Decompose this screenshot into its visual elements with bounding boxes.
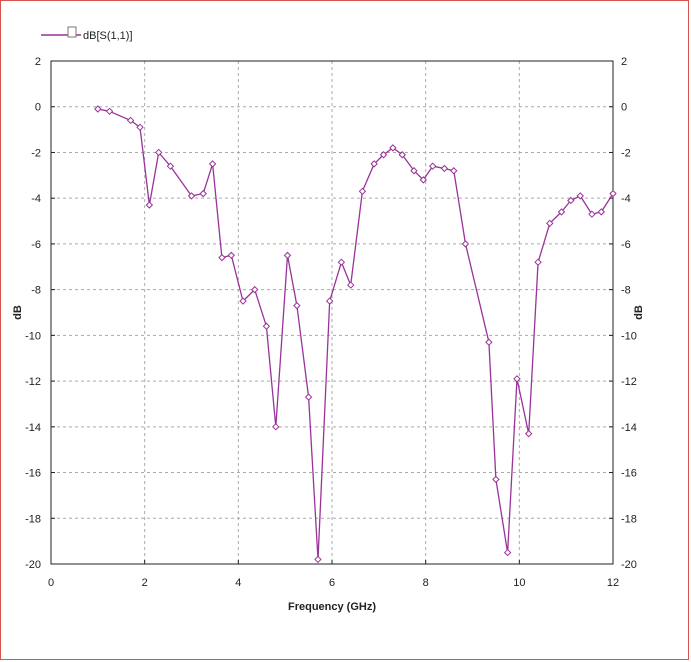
y-tick-label-left: 2 [35, 56, 41, 68]
data-point-marker [155, 148, 163, 157]
data-point-marker [485, 338, 493, 346]
data-point-marker [546, 219, 554, 228]
x-tick-label: 0 [48, 577, 54, 589]
data-point-marker [293, 301, 301, 310]
y-axis-label-left: dB [12, 305, 24, 320]
data-point-marker [262, 322, 271, 330]
y-tick-label-right: -18 [621, 513, 637, 525]
data-point-marker [513, 375, 521, 383]
y-tick-label-left: -14 [25, 422, 41, 434]
data-point-marker [304, 393, 313, 401]
data-point-marker [145, 201, 154, 209]
data-point-marker [461, 240, 470, 248]
data-point-marker [524, 429, 533, 438]
data-point-marker [534, 258, 542, 266]
series-layer [94, 105, 617, 564]
data-point-marker [557, 208, 566, 216]
data-point-marker [428, 162, 437, 170]
y-tick-label-left: -10 [25, 330, 41, 342]
y-tick-label-left: -18 [25, 513, 41, 525]
x-tick-label: 10 [513, 577, 525, 589]
x-axis: 0 2 4 6 8 10 12 [48, 560, 619, 589]
x-tick-label: 6 [329, 577, 335, 589]
data-point-marker [398, 151, 406, 159]
y-tick-label-right: 0 [621, 102, 627, 114]
data-point-marker [218, 253, 226, 262]
y-tick-label-left: -20 [25, 559, 41, 571]
legend[interactable]: dB[S(1,1)] [41, 26, 133, 42]
data-point-marker [199, 189, 207, 198]
data-point-marker [166, 162, 175, 170]
y-tick-label-right: -4 [621, 193, 631, 205]
data-point-marker [609, 189, 617, 198]
y-tick-label-right: -2 [621, 147, 631, 159]
y-tick-label-left: -12 [25, 376, 41, 388]
data-point-marker [187, 192, 196, 200]
y-axis-left: 2 0 -2 -4 -6 -8 -10 -12 -14 -16 -18 -20 [25, 56, 55, 571]
y-tick-label-right: -14 [621, 422, 637, 434]
data-point-marker [126, 116, 135, 125]
data-point-marker [379, 151, 388, 159]
x-tick-label: 2 [142, 577, 148, 589]
y-tick-label-right: -8 [621, 285, 631, 297]
x-tick-label: 12 [607, 577, 619, 589]
data-point-marker [492, 475, 500, 484]
data-point-marker [567, 196, 575, 205]
data-point-marker [358, 187, 367, 196]
data-point-marker [389, 144, 397, 152]
data-point-marker [314, 555, 322, 564]
y-tick-label-right: 2 [621, 56, 627, 68]
x-tick-label: 4 [235, 577, 241, 589]
data-point-marker [208, 160, 217, 168]
grid-lines [51, 61, 613, 564]
data-point-marker [251, 285, 259, 294]
y-tick-label-right: -12 [621, 376, 637, 388]
data-point-marker [410, 167, 418, 175]
y-tick-label-right: -10 [621, 330, 637, 342]
data-point-marker [239, 297, 247, 305]
data-point-marker [588, 210, 596, 218]
y-tick-label-right: -20 [621, 559, 637, 571]
y-axis-label-right: dB [633, 305, 645, 320]
x-tick-label: 8 [423, 577, 429, 589]
data-point-marker [347, 281, 355, 289]
data-point-marker [597, 208, 605, 216]
series-line-s11 [97, 108, 614, 561]
data-point-marker [94, 105, 102, 113]
data-point-marker [272, 423, 280, 431]
data-point-marker [136, 123, 144, 132]
data-point-marker [337, 258, 346, 266]
y-tick-label-left: -2 [31, 147, 41, 159]
data-point-marker [440, 164, 449, 173]
data-point-marker [227, 251, 236, 260]
data-point-marker [105, 107, 114, 116]
y-tick-label-left: -16 [25, 468, 41, 480]
y-tick-label-left: 0 [35, 102, 41, 114]
y-tick-label-left: -8 [31, 285, 41, 297]
y-tick-label-left: -6 [31, 239, 41, 251]
data-point-marker [419, 176, 428, 184]
data-point-marker [283, 251, 292, 260]
y-tick-label-right: -6 [621, 239, 631, 251]
data-point-marker [325, 297, 334, 305]
x-axis-label: Frequency (GHz) [288, 601, 376, 613]
data-point-marker [576, 192, 584, 200]
y-tick-label-right: -16 [621, 468, 637, 480]
y-axis-right: 2 0 -2 -4 -6 -8 -10 -12 -14 -16 -18 -20 [609, 56, 637, 571]
data-point-marker [503, 548, 512, 557]
legend-entry-label: dB[S(1,1)] [83, 30, 133, 42]
legend-checkbox[interactable] [67, 26, 77, 38]
data-point-marker [370, 160, 378, 168]
data-point-marker [450, 167, 458, 175]
y-tick-label-left: -4 [31, 193, 41, 205]
